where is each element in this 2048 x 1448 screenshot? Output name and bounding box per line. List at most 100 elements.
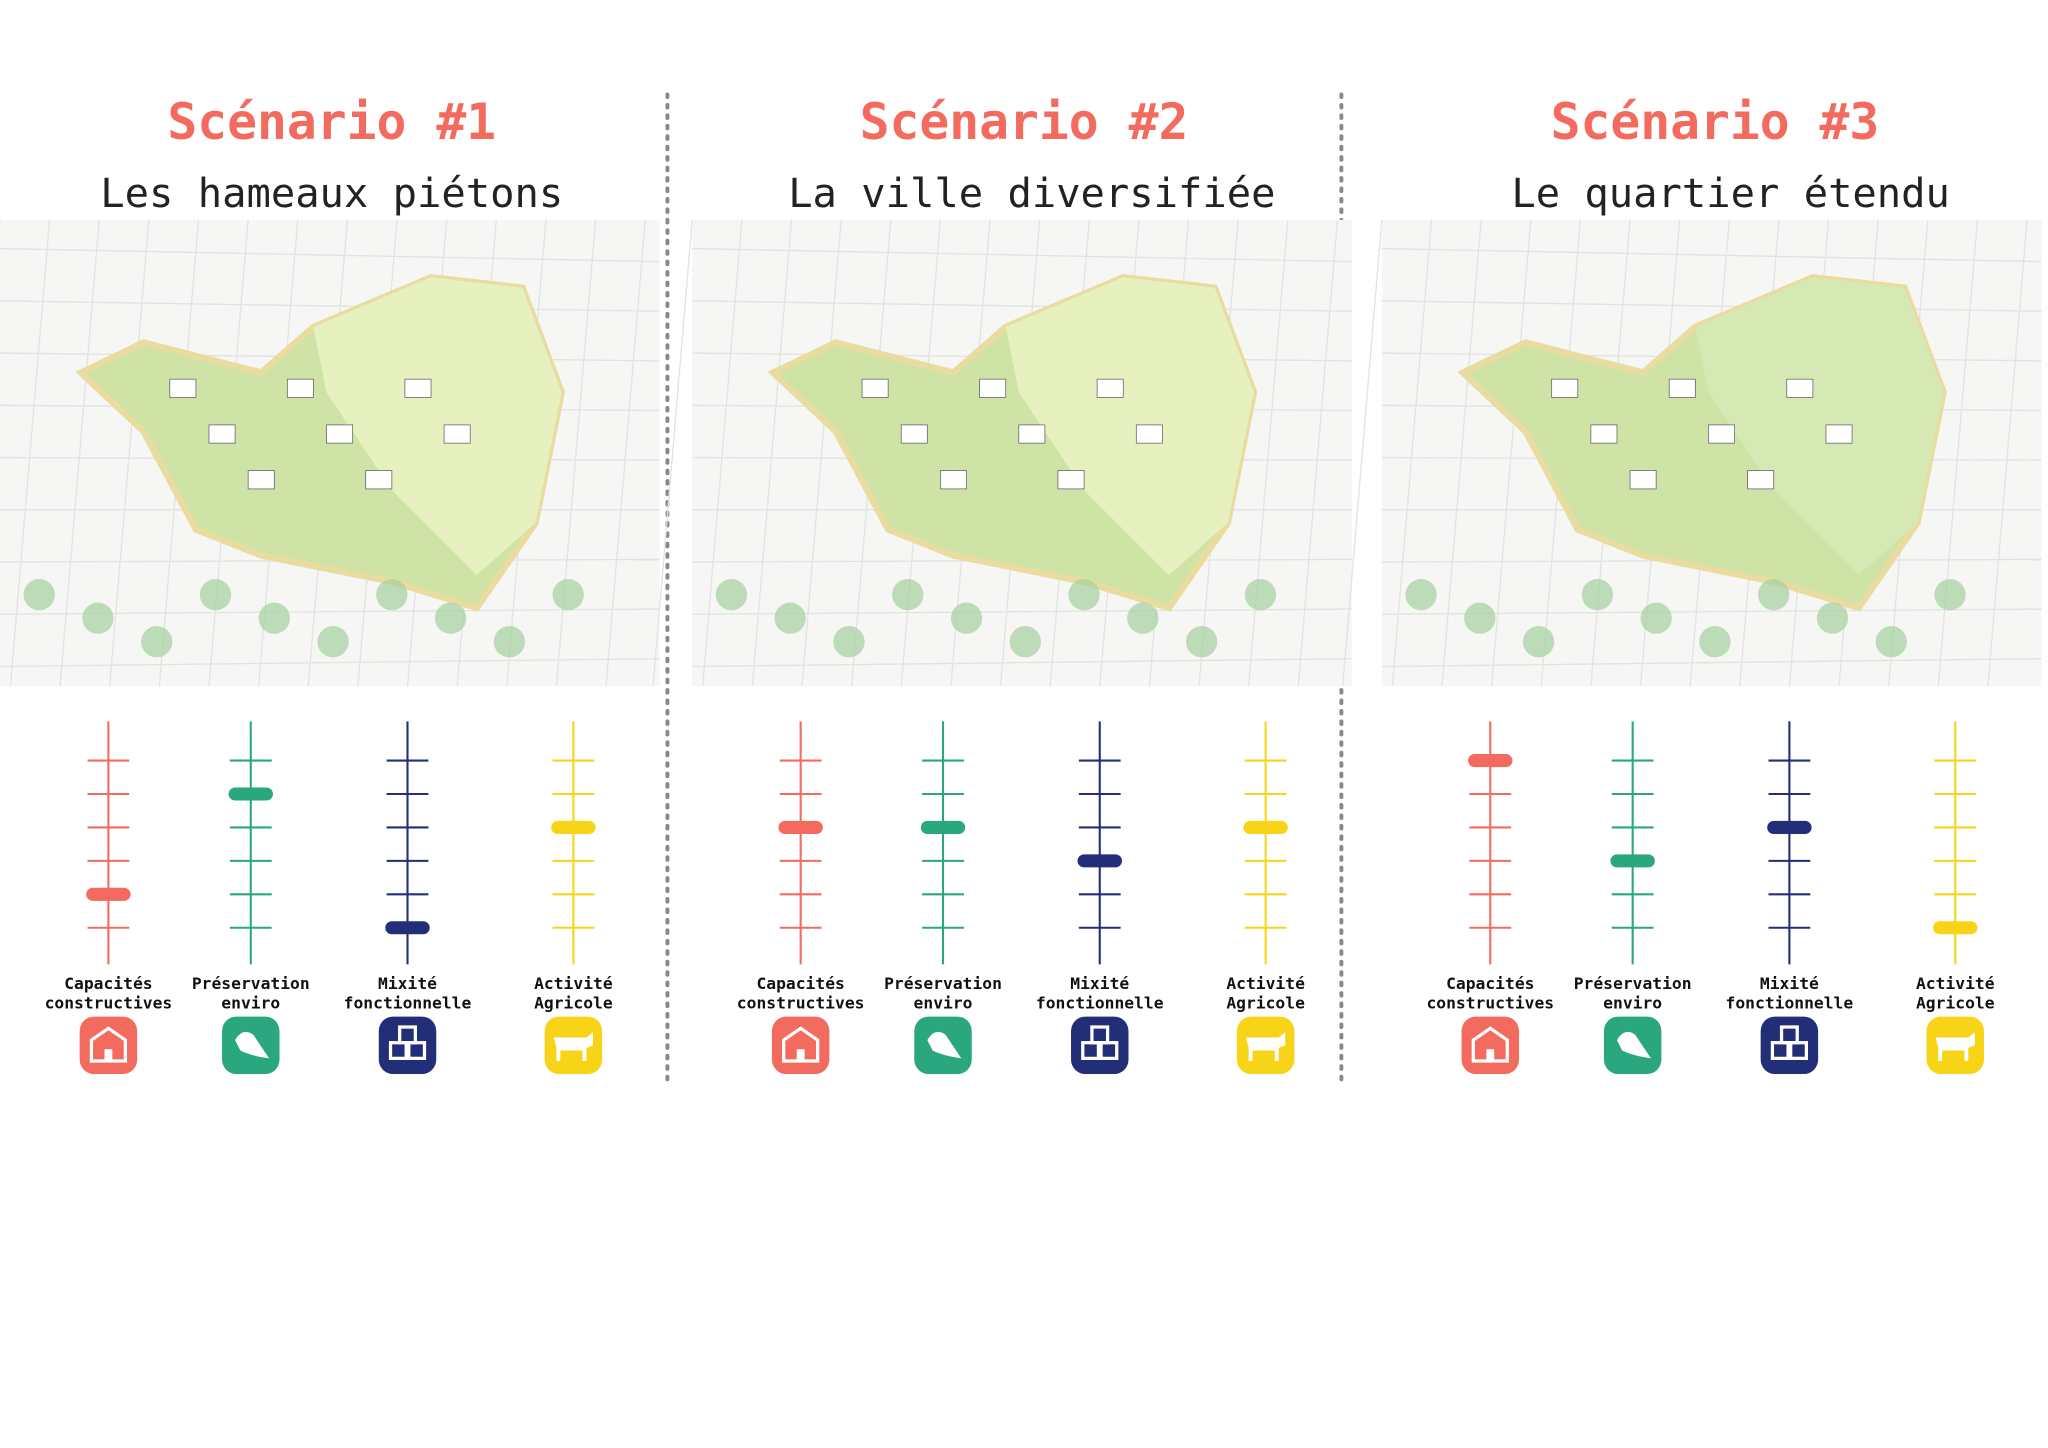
map-tree bbox=[892, 579, 924, 611]
map-tree bbox=[774, 602, 806, 634]
gauge-marker bbox=[1077, 854, 1122, 868]
indicator-label: Capacités bbox=[1446, 974, 1534, 993]
map-building bbox=[1825, 424, 1853, 444]
indicator-label: Capacités bbox=[756, 974, 844, 993]
icon-background bbox=[1461, 1016, 1520, 1075]
map-building bbox=[1708, 424, 1735, 444]
map-tree bbox=[1522, 626, 1555, 658]
scenario-subtitle: Les hameaux piétons bbox=[100, 169, 563, 217]
indicator-label: constructives bbox=[737, 994, 865, 1013]
map-tree bbox=[1405, 579, 1437, 611]
map-building bbox=[365, 470, 393, 490]
map-tree bbox=[1875, 626, 1907, 658]
map-tree bbox=[376, 579, 408, 611]
site-map bbox=[1342, 219, 2042, 687]
map-building bbox=[1747, 470, 1775, 490]
map-street bbox=[692, 247, 1352, 263]
indicator-label: Agricole bbox=[534, 994, 613, 1013]
icon-glyph bbox=[235, 1031, 270, 1059]
gauge-marker bbox=[1243, 820, 1288, 834]
scenario-title: Scénario #1 bbox=[167, 93, 496, 151]
icon-glyph bbox=[782, 1026, 820, 1063]
map-tree bbox=[1758, 579, 1790, 611]
icon-glyph bbox=[89, 1026, 128, 1063]
icon-background bbox=[771, 1016, 830, 1075]
icon-glyph bbox=[1789, 1041, 1808, 1060]
map-tree bbox=[1816, 602, 1849, 634]
icon-glyph bbox=[1935, 1032, 1975, 1061]
gauge-marker bbox=[385, 921, 430, 935]
map-tree bbox=[317, 626, 349, 658]
indicator-icon bbox=[1236, 1016, 1295, 1075]
map-tree bbox=[82, 602, 114, 634]
map-street bbox=[702, 219, 743, 687]
map-tree bbox=[1009, 626, 1041, 658]
indicator-label: Mixité bbox=[1070, 974, 1129, 993]
gauge-marker bbox=[920, 820, 966, 834]
icon-glyph bbox=[104, 1049, 113, 1061]
map-building bbox=[404, 378, 432, 398]
site-map bbox=[0, 219, 660, 687]
indicator-label: enviro bbox=[221, 994, 280, 1013]
scenario-subtitle: Le quartier étendu bbox=[1511, 169, 1950, 217]
map-tree bbox=[1581, 579, 1614, 611]
indicator-label: fonctionnelle bbox=[1726, 994, 1854, 1013]
indicator-icon bbox=[1461, 1016, 1520, 1075]
icon-glyph bbox=[388, 1041, 408, 1060]
indicator-label: fonctionnelle bbox=[1036, 994, 1164, 1013]
indicator-label: Mixité bbox=[1760, 974, 1819, 993]
map-street bbox=[1381, 300, 2042, 312]
icon-glyph bbox=[1246, 1032, 1286, 1061]
indicator-label: enviro bbox=[914, 994, 973, 1013]
map-building bbox=[861, 378, 889, 398]
indicator-icon bbox=[544, 1016, 603, 1075]
map-tree bbox=[552, 579, 584, 611]
map-street bbox=[1297, 219, 1339, 687]
map-street bbox=[605, 219, 646, 687]
indicator-label: constructives bbox=[45, 994, 173, 1013]
icon-glyph bbox=[1770, 1041, 1790, 1060]
map-tree bbox=[833, 626, 865, 658]
indicator-label: Activité bbox=[534, 974, 613, 993]
indicator-icon bbox=[1603, 1016, 1662, 1075]
map-building bbox=[247, 470, 275, 490]
map-tree bbox=[1068, 579, 1100, 611]
map-tree bbox=[434, 602, 467, 634]
map-building bbox=[1551, 378, 1579, 398]
map-street bbox=[0, 300, 660, 312]
indicator-label: Préservation bbox=[884, 974, 1002, 993]
icon-glyph bbox=[553, 1032, 593, 1061]
map-tree bbox=[1185, 626, 1218, 658]
indicator-label: fonctionnelle bbox=[344, 994, 472, 1013]
map-building bbox=[1135, 424, 1163, 444]
map-building bbox=[1629, 470, 1657, 490]
indicator-label: Mixité bbox=[378, 974, 437, 993]
map-street bbox=[801, 219, 842, 687]
map-tree bbox=[1244, 579, 1277, 611]
indicator-label: Préservation bbox=[192, 974, 310, 993]
map-street bbox=[0, 658, 660, 668]
map-street bbox=[751, 219, 793, 687]
gauge-marker bbox=[778, 820, 823, 834]
indicator-icon bbox=[79, 1016, 138, 1075]
map-building bbox=[169, 378, 197, 398]
map-building bbox=[1590, 424, 1618, 444]
map-building bbox=[208, 424, 236, 444]
gauge-marker bbox=[1468, 754, 1513, 768]
indicator-icon bbox=[771, 1016, 830, 1075]
map-field bbox=[1695, 277, 1944, 576]
icon-glyph bbox=[796, 1049, 805, 1061]
map-street bbox=[109, 219, 150, 687]
indicator-icon bbox=[1071, 1016, 1129, 1075]
map-street bbox=[1381, 658, 2042, 668]
indicator-label: enviro bbox=[1603, 994, 1662, 1013]
map-street bbox=[1342, 219, 1383, 687]
icon-glyph bbox=[1616, 1031, 1651, 1059]
scenario-subtitle: La ville diversifiée bbox=[788, 169, 1275, 217]
map-tree bbox=[1127, 602, 1159, 634]
indicator-icon bbox=[378, 1016, 437, 1075]
indicator-label: Agricole bbox=[1226, 994, 1305, 1013]
map-building bbox=[940, 470, 967, 490]
indicator-icon bbox=[1926, 1016, 1984, 1075]
